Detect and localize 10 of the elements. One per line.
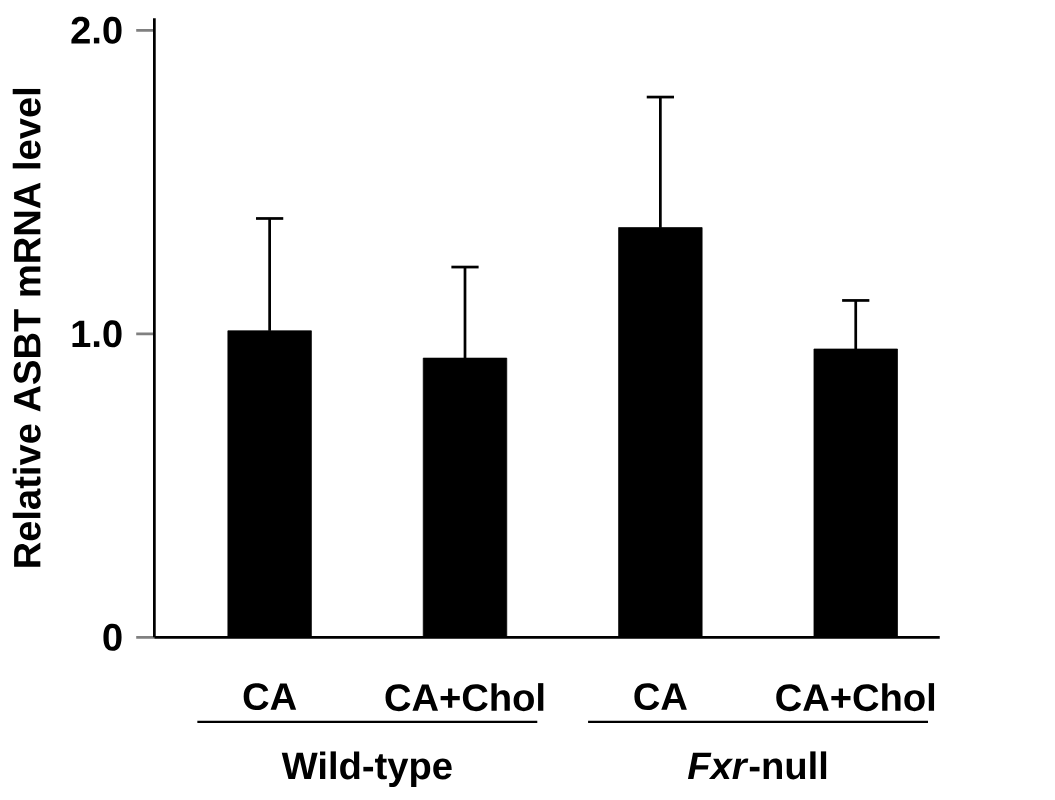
text: Fxr-null xyxy=(687,751,827,780)
y-axis-title: Relative ASBT mRNA level xyxy=(12,89,41,567)
x-tick-label: CA+Chol xyxy=(776,683,935,712)
y-tick-label: 2.0 xyxy=(71,16,122,44)
x-tick-label: CA xyxy=(634,683,687,711)
x-tick-label: CA xyxy=(243,683,297,711)
text: Wild-type xyxy=(281,751,452,788)
x-tick-label: CA+Chol xyxy=(385,683,544,712)
y-tick-label: 1.0 xyxy=(72,320,122,348)
y-tick-label: 0 xyxy=(103,624,122,652)
